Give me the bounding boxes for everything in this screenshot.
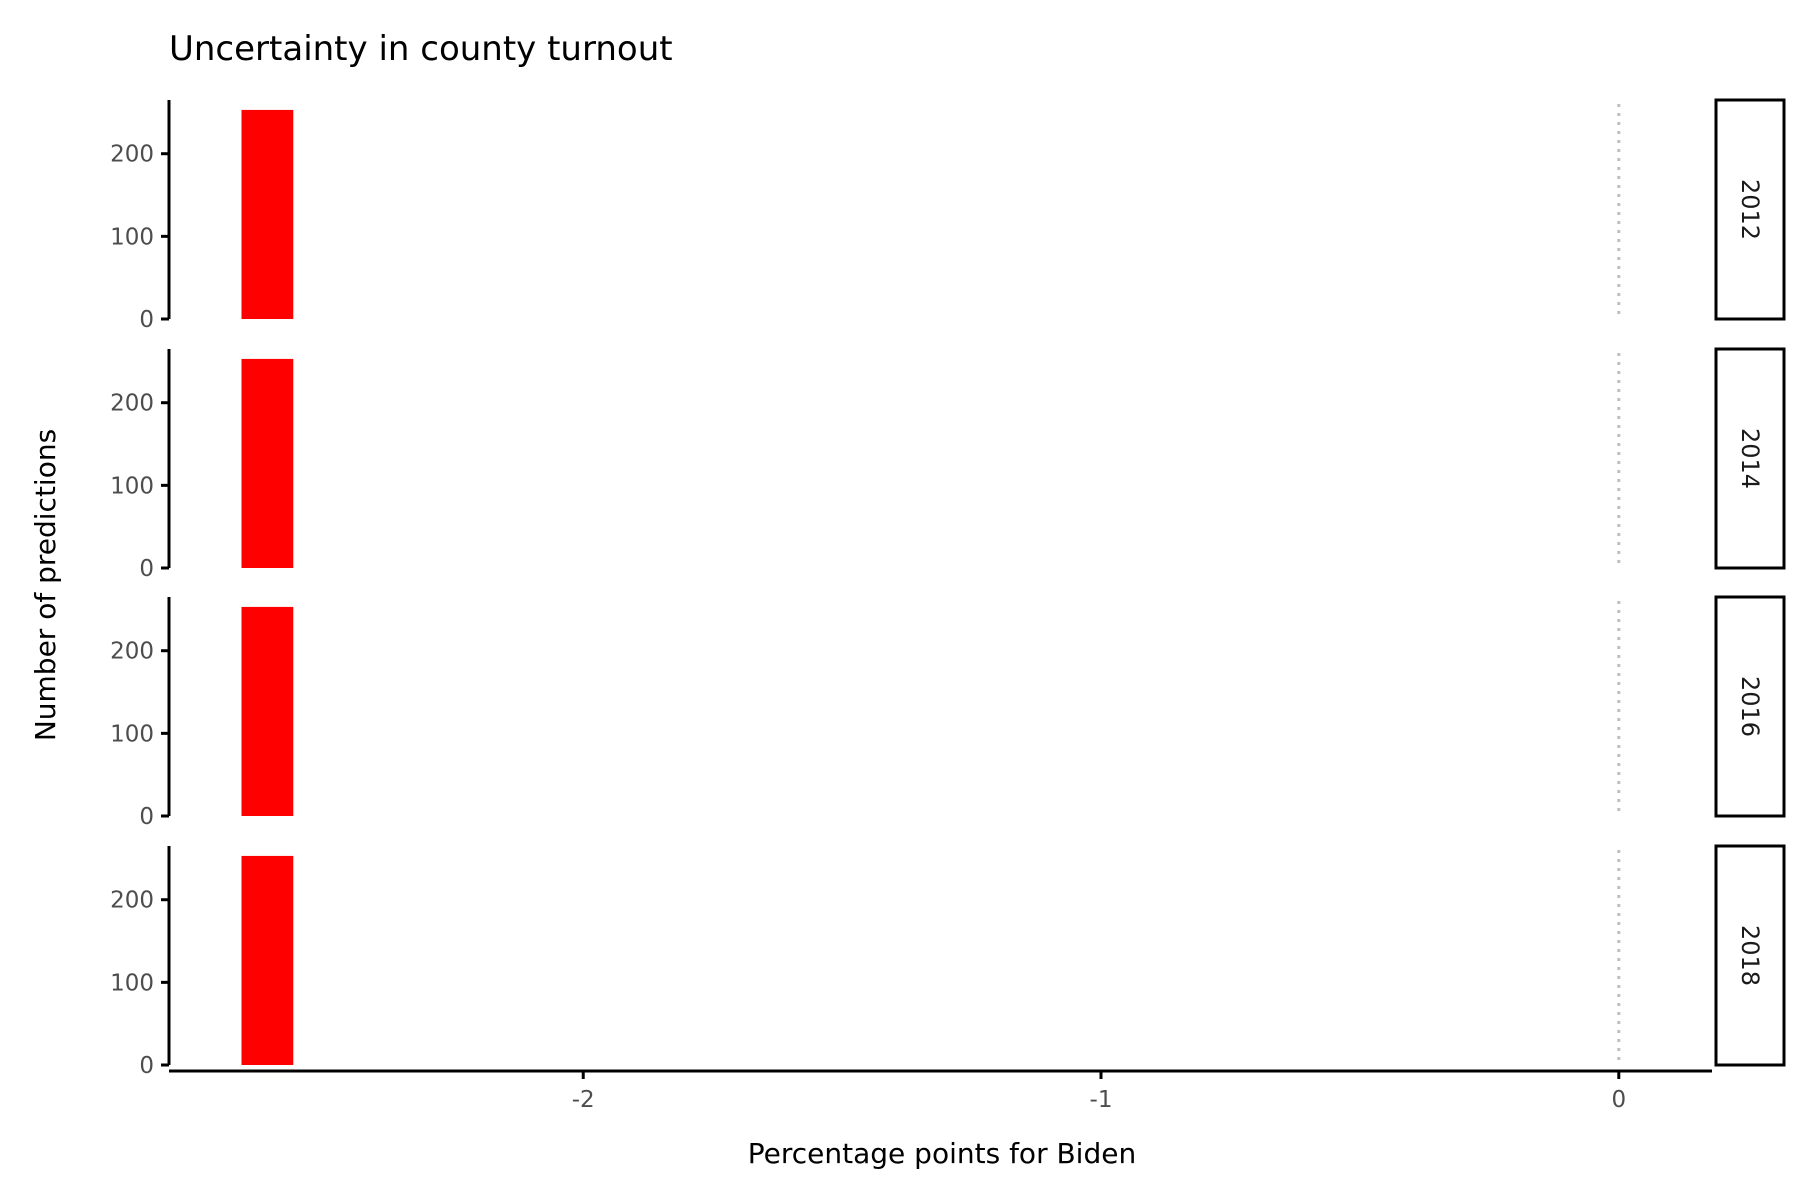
histogram-bar: [241, 109, 294, 319]
facet-strip: [1714, 595, 1786, 818]
y-tick-label: 0: [139, 556, 154, 582]
facet-strip: [1714, 98, 1786, 321]
y-tick-label: 100: [110, 473, 154, 499]
y-tick-label: 200: [110, 142, 154, 168]
facet-panel-2018: 0 100 200 2018: [110, 844, 1786, 1079]
facet-panel-2012: 0 100 200 2012: [110, 98, 1786, 333]
y-tick-label: 100: [110, 721, 154, 747]
facet-strip-label: 2014: [1736, 428, 1764, 489]
facet-panel-2016: 0 100 200 2016: [110, 595, 1786, 830]
chart-title: Uncertainty in county turnout: [169, 29, 673, 69]
x-axis-title: Percentage points for Biden: [748, 1137, 1136, 1170]
histogram-bar: [241, 855, 294, 1065]
y-tick-label: 0: [139, 1053, 154, 1079]
y-tick-label: 100: [110, 224, 154, 250]
y-tick-label: 200: [110, 888, 154, 914]
y-tick-label: 100: [110, 970, 154, 996]
facet-strip: [1714, 844, 1786, 1067]
facet-strip-label: 2012: [1736, 179, 1764, 240]
facet-strip: [1714, 347, 1786, 570]
histogram-bar: [241, 606, 294, 816]
histogram-bar: [241, 358, 294, 568]
y-axis-title: Number of predictions: [29, 429, 62, 741]
facet-strip-label: 2018: [1736, 925, 1764, 986]
y-tick-label: 0: [139, 307, 154, 333]
facet-panel-2014: 0 100 200 2014: [110, 347, 1786, 582]
facet-panels: 0 100 200 2012 0 100 200 2014 0 100 200 2016 0 100 200…: [110, 98, 1786, 1079]
x-tick-label: -2: [572, 1087, 595, 1113]
x-tick-label: -1: [1090, 1087, 1113, 1113]
x-tick-label: 0: [1611, 1087, 1626, 1113]
y-tick-label: 0: [139, 804, 154, 830]
x-axis: -2 -1 0: [169, 1069, 1712, 1113]
y-tick-label: 200: [110, 391, 154, 417]
facet-strip-label: 2016: [1736, 676, 1764, 737]
y-tick-label: 200: [110, 639, 154, 665]
